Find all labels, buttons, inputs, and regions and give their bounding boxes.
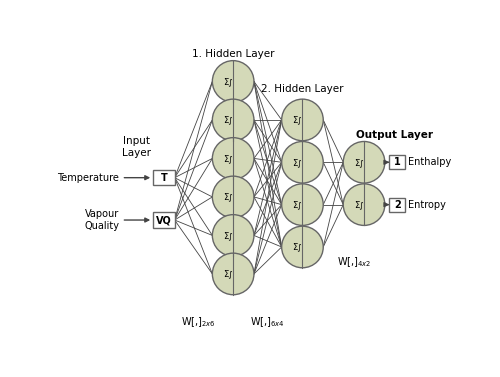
Circle shape (212, 61, 254, 102)
Circle shape (282, 184, 323, 225)
Text: 1: 1 (394, 157, 400, 167)
Text: Σ∫: Σ∫ (354, 200, 364, 209)
Text: Σ∫: Σ∫ (292, 115, 302, 124)
Text: Enthalpy: Enthalpy (408, 157, 451, 167)
Text: Input
Layer: Input Layer (122, 136, 152, 158)
Text: T: T (160, 173, 167, 183)
FancyBboxPatch shape (390, 198, 405, 211)
Circle shape (282, 226, 323, 268)
Text: 2: 2 (394, 200, 400, 210)
Text: Entropy: Entropy (408, 200, 446, 210)
Text: Σ∫: Σ∫ (223, 154, 232, 163)
FancyBboxPatch shape (390, 155, 405, 169)
Circle shape (344, 184, 385, 225)
Circle shape (212, 176, 254, 218)
Text: Σ∫: Σ∫ (292, 242, 302, 251)
Text: VQ: VQ (156, 215, 172, 225)
Text: W[,]$_{2x6}$: W[,]$_{2x6}$ (181, 315, 216, 329)
Text: W[,]$_{6x4}$: W[,]$_{6x4}$ (250, 315, 285, 329)
Circle shape (212, 138, 254, 179)
Text: Temperature: Temperature (58, 173, 119, 183)
Text: Vapour
Quality: Vapour Quality (84, 209, 119, 231)
Circle shape (282, 99, 323, 141)
Circle shape (282, 141, 323, 183)
Text: Σ∫: Σ∫ (354, 158, 364, 167)
Circle shape (344, 141, 385, 183)
Text: Σ∫: Σ∫ (223, 77, 232, 86)
Text: Output Layer: Output Layer (356, 130, 434, 140)
Text: Σ∫: Σ∫ (223, 231, 232, 240)
Text: Σ∫: Σ∫ (292, 200, 302, 209)
Text: 1. Hidden Layer: 1. Hidden Layer (192, 49, 274, 60)
FancyBboxPatch shape (153, 170, 174, 185)
Circle shape (212, 99, 254, 141)
Text: Σ∫: Σ∫ (292, 158, 302, 167)
FancyBboxPatch shape (153, 212, 174, 228)
Circle shape (212, 253, 254, 295)
Text: Σ∫: Σ∫ (223, 115, 232, 124)
Text: Σ∫: Σ∫ (223, 192, 232, 201)
Text: W[,]$_{4x2}$: W[,]$_{4x2}$ (337, 256, 372, 269)
Text: Σ∫: Σ∫ (223, 270, 232, 279)
Text: 2. Hidden Layer: 2. Hidden Layer (261, 84, 344, 94)
Circle shape (212, 215, 254, 256)
